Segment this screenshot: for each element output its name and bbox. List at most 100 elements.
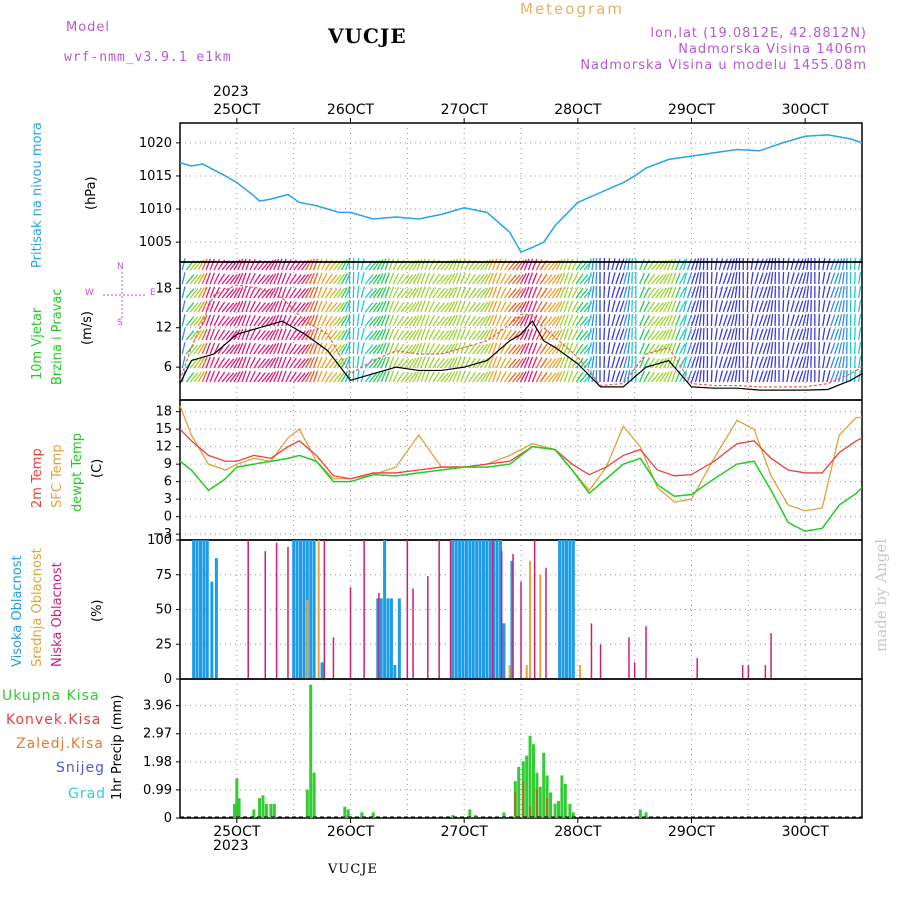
wind-arrow [670,370,677,383]
wind-arrow [356,258,360,271]
wind-arrow [790,258,795,271]
wind-arrow [678,287,686,299]
wind-arrow [456,328,462,341]
wind-arrow [710,341,713,355]
wind-arrow [476,344,485,355]
wind-arrow [567,258,574,271]
wind-arrow [241,258,247,271]
wind-arrow [770,286,774,299]
wind-arrow [312,328,319,341]
low-cloud-bar [500,551,503,679]
wind-arrow [281,300,287,313]
wind-arrow [408,273,417,285]
wind-arrow [189,302,199,313]
wind-arrow [468,329,477,341]
wind-arrow [420,342,426,355]
wind-arrow [269,301,277,313]
wind-arrow [834,314,840,327]
wind-arrow [575,301,584,313]
wind-arrow [531,370,538,383]
wind-arrow [213,286,221,299]
high-cloud-bar [292,540,296,679]
wind-arrow [241,342,247,355]
wind-arrow [261,358,271,369]
high-cloud-bar [397,598,401,679]
bottom-station-label: VUCJE [328,862,378,877]
wind-arrow [420,328,426,341]
wind-arrow [655,372,664,383]
wind-arrow [587,342,592,355]
wind-arrow [722,314,728,327]
wind-arrow [209,286,216,299]
wind-arrow [523,258,530,271]
wind-arrow [838,258,843,271]
bottom-year-label: 2023 [213,838,249,854]
wind-arrow [651,358,660,369]
wind-arrow [838,342,843,355]
wind-arrow [730,370,735,383]
wind-arrow [388,300,395,313]
wind-arrow [575,357,584,369]
total-precip-bar [269,803,273,818]
high-cloud-bar [383,540,387,679]
low-cloud-bar [520,581,522,679]
wind-arrow [842,356,845,369]
total-precip-bar [468,809,472,818]
wind-arrow [320,300,328,313]
wind-arrow [571,315,579,327]
total-precip-bar [525,755,529,818]
wind-arrow [786,286,790,299]
wind-arrow [750,356,754,369]
wind-arrow [424,272,431,285]
wind-arrow [320,356,328,369]
wind-arrow [523,356,530,369]
wind-arrow [587,356,592,369]
wind-arrow [428,315,436,327]
wind-arrow [758,370,764,383]
wind-arrow [380,300,387,313]
wind-arrow [499,287,507,299]
wind-arrow [384,300,390,313]
wind-arrow [316,258,323,271]
wind-arrow [384,314,390,327]
wind-arrow [730,258,735,271]
high-cloud-bar [205,540,209,679]
wind-arrow [201,356,208,369]
low-cloud-bar [427,576,429,679]
wind-arrow [328,274,338,285]
wind-arrow [448,273,456,285]
wind-arrow [332,330,342,341]
wind-arrow [488,342,494,355]
wind-arrow [488,272,494,285]
mid-cloud-bar [317,540,320,679]
wind-arrow [368,358,378,369]
wind-arrow [794,342,800,355]
wind-arrow [456,258,462,271]
wind-arrow [519,371,527,383]
wind-arrow [822,300,826,313]
wind-arrow [308,342,315,355]
wind-arrow [316,300,323,313]
wind-arrow [782,257,785,271]
convective-precip-bar [514,792,517,818]
wind-arrow [686,370,693,383]
wind-arrow [579,288,589,299]
wind-arrow [591,314,595,327]
wind-arrow [758,286,764,299]
wind-arrow [563,342,569,355]
pressure-panel-ytick-label: 1010 [139,202,172,217]
wind-arrow [830,286,836,299]
wind-arrow [806,328,810,341]
wind-arrow [281,258,287,271]
wind-arrow [336,343,346,355]
wind-arrow [587,272,592,285]
wind-arrow [488,300,494,313]
wind-arrow [392,259,400,271]
wind-arrow [360,258,365,271]
wind-arrow [611,258,616,271]
wind-arrow [559,272,566,285]
wind-arrow [551,371,560,383]
wind-arrow [838,370,843,383]
wind-arrow [655,288,664,299]
wind-arrow [464,315,471,327]
